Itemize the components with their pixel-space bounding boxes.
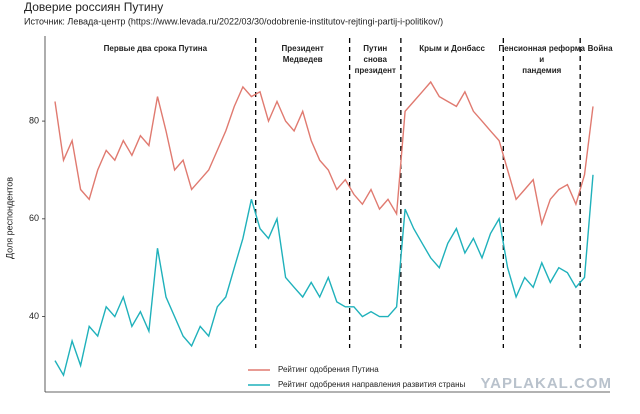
period-label-line: пандемия [522, 66, 561, 75]
legend-label: Рейтинг одобрения направления развития с… [278, 380, 465, 389]
period-label: Путин снова президент [355, 44, 396, 75]
period-label: Война [588, 44, 613, 53]
chart-subtitle: Источник: Левада-центр (https://www.leva… [24, 16, 443, 26]
period-label-line: президент [355, 66, 396, 75]
period-label-line: Президент [282, 44, 324, 53]
period-label: Первые два срока Путина [104, 44, 208, 53]
period-label-line: и [539, 55, 544, 64]
period-label-line: Первые два срока Путина [104, 44, 208, 53]
period-label-line: Путин [363, 44, 387, 53]
period-label-line: Война [588, 44, 613, 53]
y-tick-label: 60 [29, 213, 39, 223]
watermark: YAPLAKAL.COM [481, 375, 612, 392]
period-label-line: Крым и Донбасс [419, 44, 485, 53]
y-tick-label: 80 [29, 115, 39, 125]
period-label-line: Медведев [283, 55, 323, 64]
period-label: Президент Медведев [282, 44, 324, 64]
series-line [54, 80, 594, 227]
y-axis-label: Доля респондентов [4, 177, 14, 259]
period-label: Пенсионная реформа и пандемия [499, 44, 586, 75]
period-label-line: Пенсионная реформа [499, 44, 586, 53]
y-tick-label: 40 [29, 311, 39, 321]
period-label: Крым и Донбасс [419, 44, 485, 53]
period-label-line: снова [364, 55, 388, 64]
chart-title: Доверие россиян Путину [24, 0, 163, 14]
legend-label: Рейтинг одобрения Путина [278, 365, 379, 374]
series-line [54, 174, 594, 378]
